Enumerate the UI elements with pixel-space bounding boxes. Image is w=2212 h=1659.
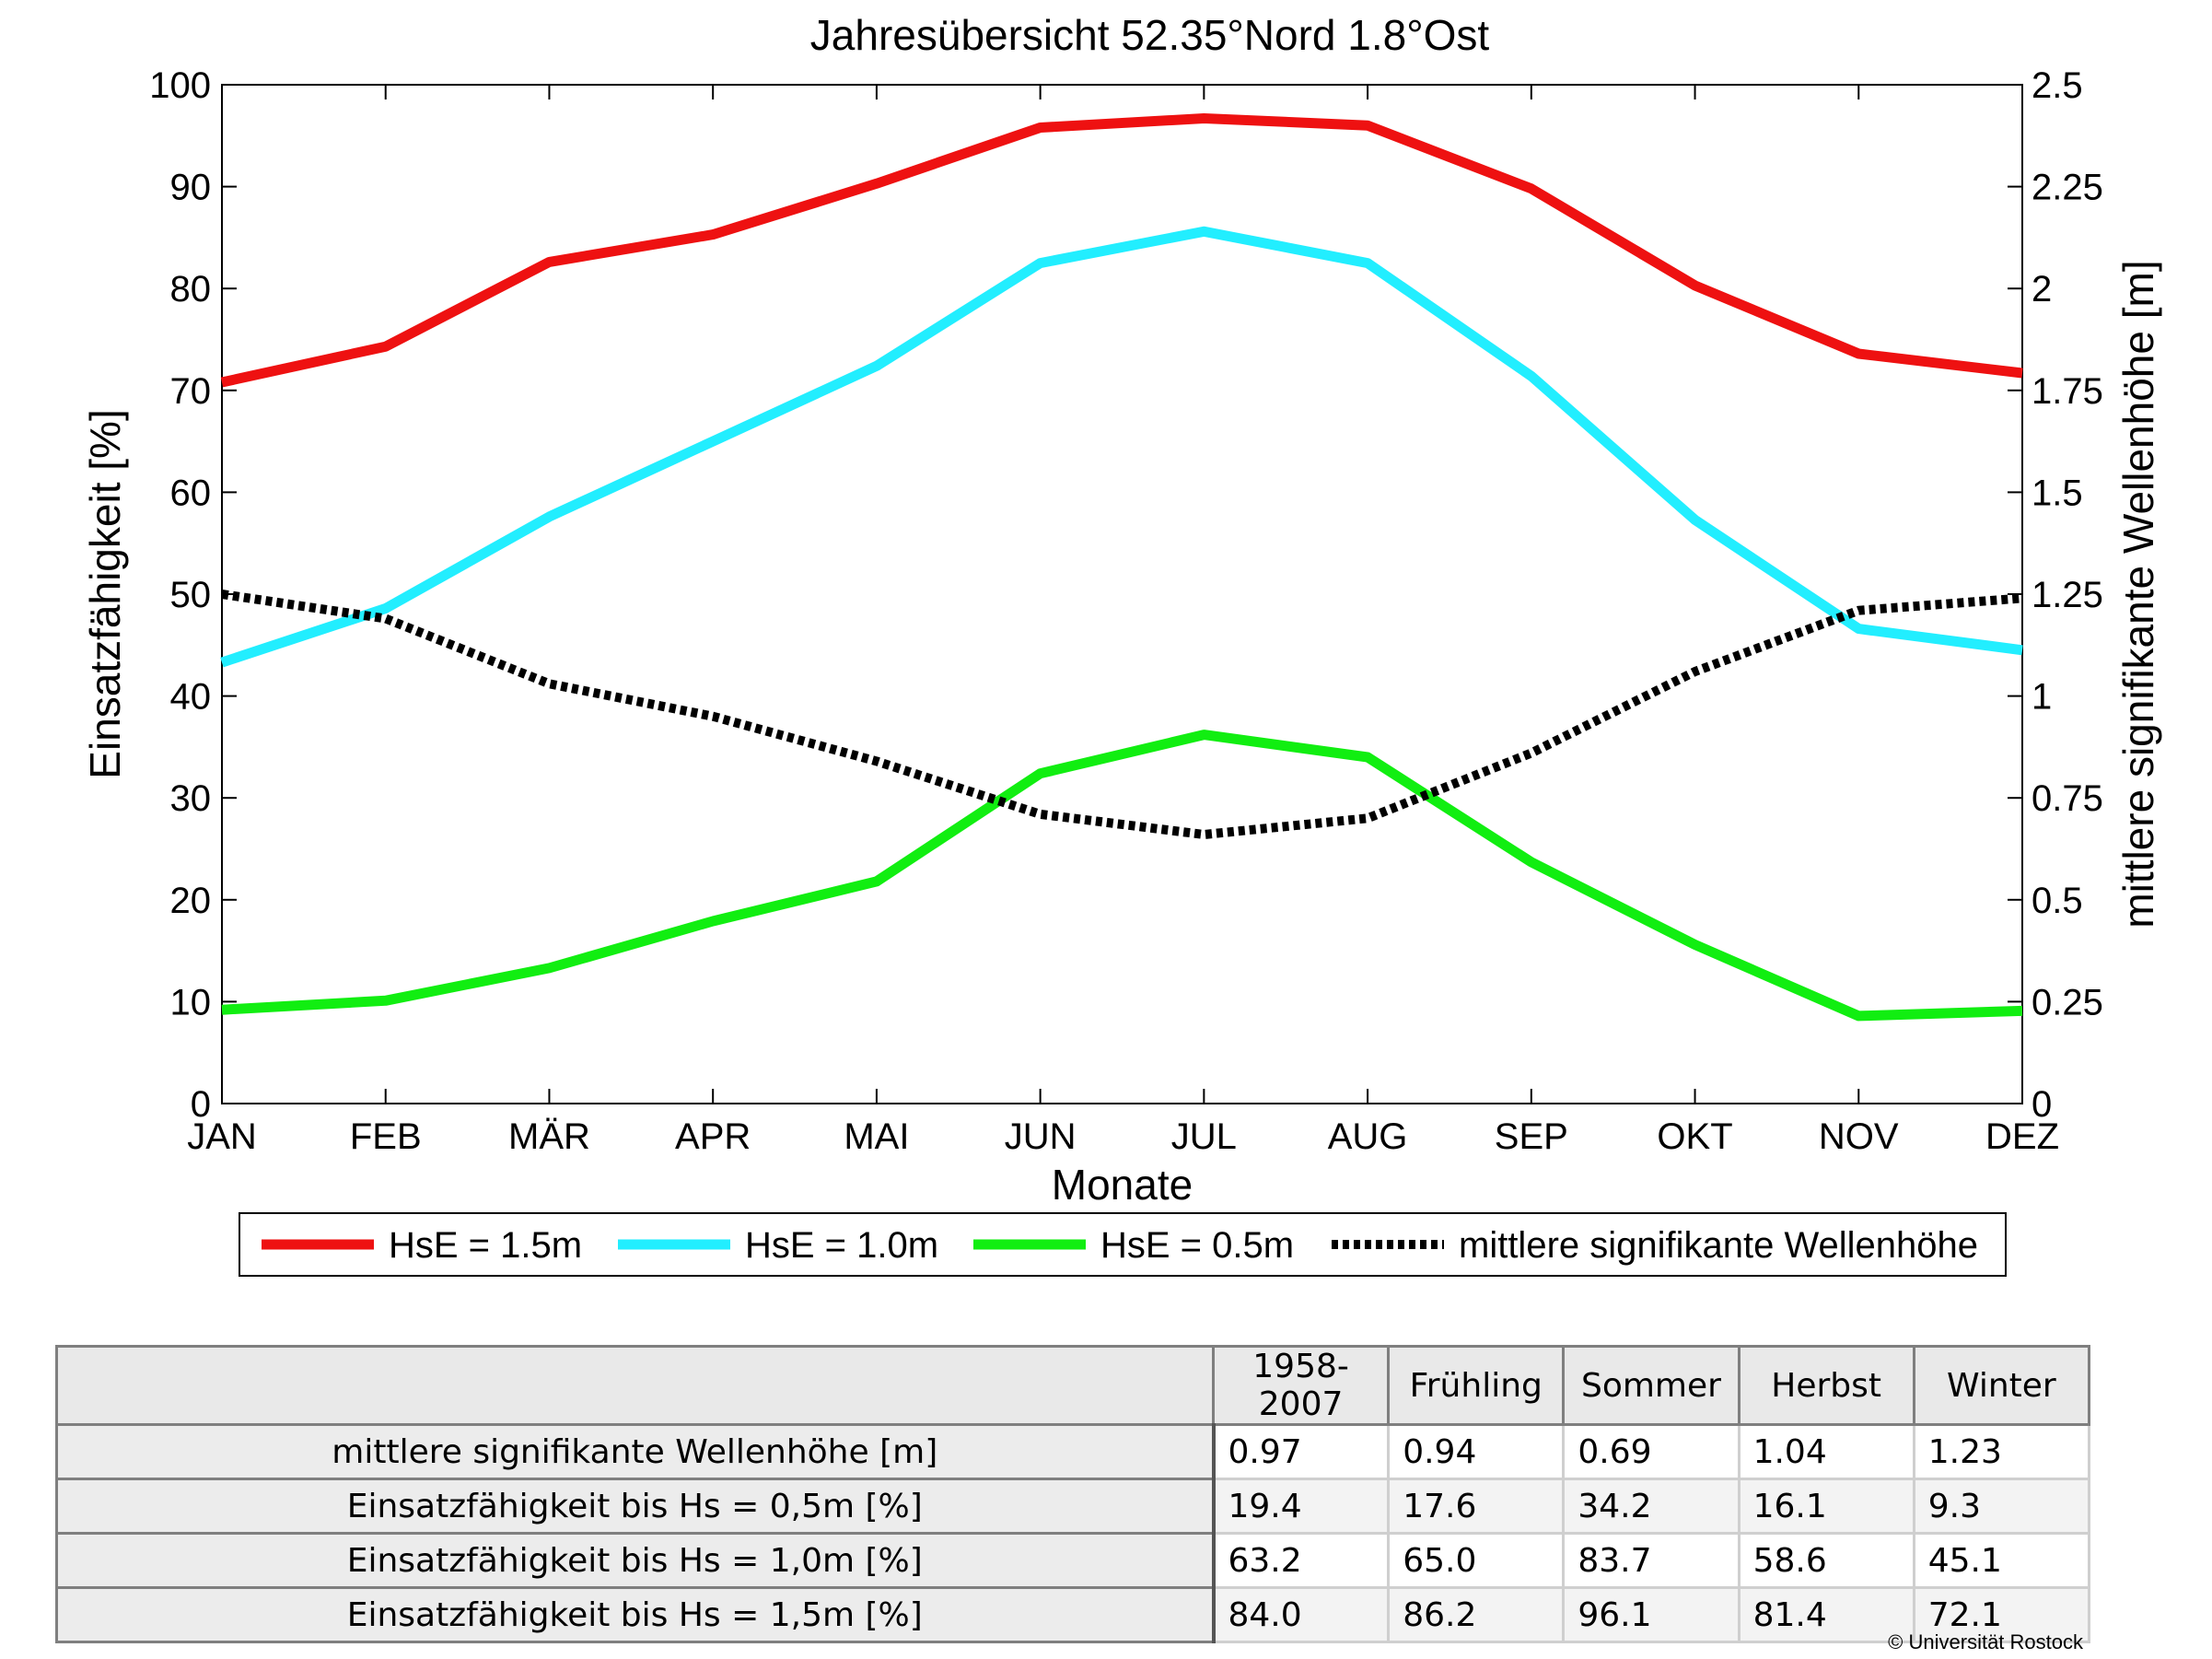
table-cell: 17.6 xyxy=(1387,1478,1566,1535)
table-cell: 58.6 xyxy=(1737,1532,1915,1589)
table-cell: 1.04 xyxy=(1737,1423,1915,1480)
table-cell: 72.1 xyxy=(1912,1586,2091,1643)
table-header-spring: Frühling xyxy=(1387,1345,1566,1426)
left-tick-label: 40 xyxy=(170,677,212,718)
table-cell: 16.1 xyxy=(1737,1478,1915,1535)
table-cell: 1.23 xyxy=(1912,1423,2091,1480)
row-label: Einsatzfähigkeit bis Hs = 0,5m [%] xyxy=(55,1478,1216,1535)
series-line-0 xyxy=(220,113,2023,388)
table-header-corner xyxy=(55,1345,1215,1426)
right-tick-label: 0.25 xyxy=(2032,982,2103,1022)
table-cell: 9.3 xyxy=(1912,1478,2091,1535)
row-label: Einsatzfähigkeit bis Hs = 1,5m [%] xyxy=(55,1586,1216,1643)
table-cell: 83.7 xyxy=(1562,1532,1740,1589)
x-tick-label: JUL xyxy=(1171,1116,1237,1157)
table-row: Einsatzfähigkeit bis Hs = 1,5m [%] 84.0 … xyxy=(55,1586,2091,1643)
left-tick-label: 90 xyxy=(170,168,212,208)
left-tick-label: 60 xyxy=(170,473,212,513)
right-tick-label: 2.25 xyxy=(2032,168,2103,208)
table-cell: 96.1 xyxy=(1562,1586,1740,1643)
legend-box xyxy=(239,1212,2007,1277)
copyright-notice: © Universität Rostock xyxy=(1888,1630,2083,1653)
legend-label-0: HsE = 1.5m xyxy=(389,1225,582,1266)
left-tick-label: 100 xyxy=(149,65,211,106)
x-axis-label: Monate xyxy=(1052,1161,1193,1209)
table-row: Einsatzfähigkeit bis Hs = 0,5m [%] 19.4 … xyxy=(55,1478,2091,1535)
table-cell: 19.4 xyxy=(1211,1478,1391,1535)
right-tick-label: 1.25 xyxy=(2032,575,2103,615)
left-tick-label: 30 xyxy=(170,778,212,819)
left-tick-label: 20 xyxy=(170,881,212,921)
series-line-2 xyxy=(221,730,2023,1022)
table-header-row: 1958-2007 Frühling Sommer Herbst Winter xyxy=(55,1345,2091,1426)
table-cell: 45.1 xyxy=(1912,1532,2091,1589)
left-tick-label: 50 xyxy=(170,575,212,615)
plot-frame xyxy=(221,84,2023,1104)
statistics-table-container: 1958-2007 Frühling Sommer Herbst Winter … xyxy=(55,1345,2091,1643)
series-line-3 xyxy=(221,590,2023,839)
right-axis-label: mittlere signifikante Wellenhöhe [m] xyxy=(2114,260,2162,928)
legend-label-1: HsE = 1.0m xyxy=(745,1225,938,1266)
table-cell: 0.94 xyxy=(1387,1423,1566,1480)
table-cell: 63.2 xyxy=(1211,1532,1391,1589)
x-tick-label: FEB xyxy=(350,1116,422,1157)
right-tick-label: 1.75 xyxy=(2032,371,2103,412)
x-tick-label: SEP xyxy=(1495,1116,1568,1157)
table-cell: 65.0 xyxy=(1387,1532,1566,1589)
x-tick-label: AUG xyxy=(1328,1116,1408,1157)
row-label: Einsatzfähigkeit bis Hs = 1,0m [%] xyxy=(55,1532,1216,1589)
left-tick-label: 0 xyxy=(191,1084,211,1125)
chart-title: Jahresübersicht 52.35°Nord 1.8°Ost xyxy=(810,11,1490,59)
row-label: mittlere signifikante Wellenhöhe [m] xyxy=(55,1423,1216,1480)
left-tick-label: 80 xyxy=(170,269,212,310)
table-cell: 81.4 xyxy=(1737,1586,1915,1643)
statistics-table: 1958-2007 Frühling Sommer Herbst Winter … xyxy=(55,1345,2091,1643)
legend-label-2: HsE = 0.5m xyxy=(1100,1225,1294,1266)
x-tick-label: APR xyxy=(675,1116,751,1157)
right-tick-label: 0 xyxy=(2032,1084,2052,1125)
table-cell: 86.2 xyxy=(1387,1586,1566,1643)
table-header-period: 1958-2007 xyxy=(1211,1345,1391,1426)
table-row: mittlere signifikante Wellenhöhe [m] 0.9… xyxy=(55,1423,2091,1480)
x-tick-label: JUN xyxy=(1005,1116,1077,1157)
x-tick-label: OKT xyxy=(1657,1116,1732,1157)
x-tick-label: NOV xyxy=(1819,1116,1899,1157)
left-tick-label: 70 xyxy=(170,371,212,412)
table-header-autumn: Herbst xyxy=(1737,1345,1915,1426)
right-tick-label: 0.75 xyxy=(2032,778,2103,819)
series-line-1 xyxy=(220,226,2023,668)
right-tick-label: 0.5 xyxy=(2032,881,2083,921)
legend-label-3: mittlere signifikante Wellenhöhe xyxy=(1459,1225,1978,1266)
table-cell: 0.97 xyxy=(1211,1423,1391,1480)
left-axis-label: Einsatzfähigkeit [%] xyxy=(81,409,129,778)
table-cell: 0.69 xyxy=(1562,1423,1740,1480)
right-tick-label: 2 xyxy=(2032,269,2052,310)
table-cell: 84.0 xyxy=(1211,1586,1391,1643)
chart: Jahresübersicht 52.35°Nord 1.8°Ost010203… xyxy=(81,11,2162,1277)
right-tick-label: 1 xyxy=(2032,677,2052,718)
x-tick-label: DEZ xyxy=(1985,1116,2059,1157)
right-tick-label: 2.5 xyxy=(2032,65,2083,106)
x-tick-label: MÄR xyxy=(508,1116,590,1157)
left-tick-label: 10 xyxy=(170,982,212,1022)
table-header-winter: Winter xyxy=(1912,1345,2091,1426)
right-tick-label: 1.5 xyxy=(2032,473,2083,513)
table-row: Einsatzfähigkeit bis Hs = 1,0m [%] 63.2 … xyxy=(55,1532,2091,1589)
table-cell: 34.2 xyxy=(1562,1478,1740,1535)
x-tick-label: JAN xyxy=(187,1116,257,1157)
x-tick-label: MAI xyxy=(844,1116,909,1157)
table-header-summer: Sommer xyxy=(1562,1345,1740,1426)
